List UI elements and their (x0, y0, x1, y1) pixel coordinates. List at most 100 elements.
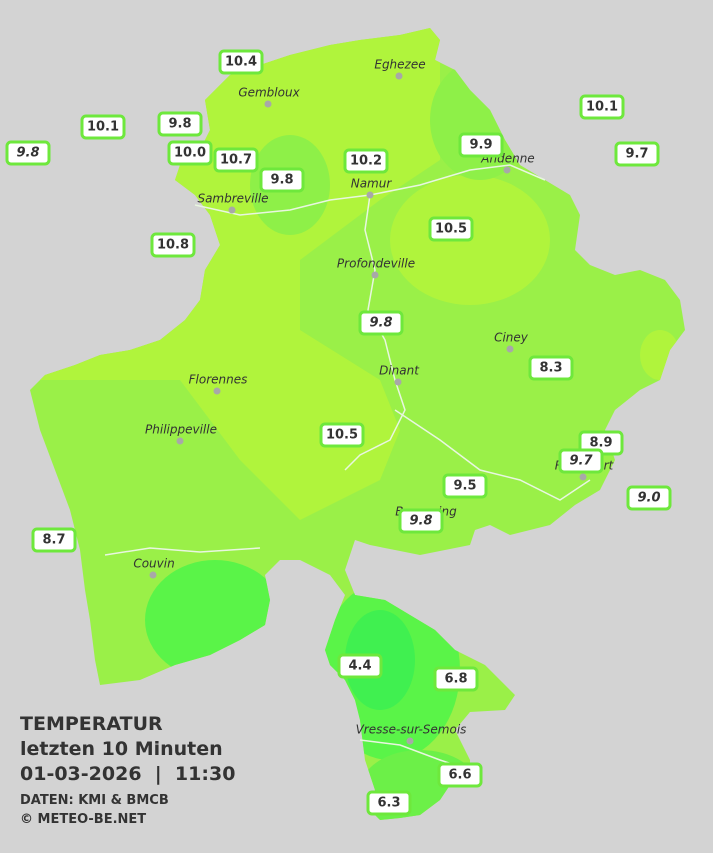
station-box (398, 508, 444, 534)
station-box (626, 485, 672, 511)
city-label: Vresse-sur-Semois (356, 723, 467, 737)
city-label: Profondeville (337, 257, 415, 271)
station-value: 6.6 (448, 768, 471, 783)
station-value: 6.3 (377, 796, 400, 811)
city-label: Sambreville (197, 192, 268, 206)
station: 9.7 (614, 141, 660, 167)
station: 10.1 (80, 114, 126, 140)
station-value: 9.5 (453, 479, 476, 494)
station-box (213, 147, 259, 173)
station: 10.4 (218, 49, 264, 75)
station: 9.8 (398, 508, 444, 534)
city-label: Ciney (494, 331, 529, 345)
station: 6.6 (437, 762, 483, 788)
city-dot (264, 100, 272, 108)
city-dot (176, 437, 184, 445)
station: 8.7 (31, 527, 77, 553)
station-box (319, 422, 365, 448)
city-dot (371, 271, 379, 279)
station: 9.5 (442, 473, 488, 499)
station: 9.8 (259, 167, 305, 193)
station-box (366, 790, 412, 816)
station: 6.3 (366, 790, 412, 816)
station-box (157, 111, 203, 137)
city-label: Philippeville (145, 423, 217, 437)
station-box (458, 132, 504, 158)
legend-datetime: 01-03-2026 | 11:30 (20, 763, 235, 785)
station: 4.4 (337, 653, 383, 679)
station: 10.2 (343, 148, 389, 174)
station: 10.8 (150, 232, 196, 258)
station-value: 9.7 (569, 454, 593, 469)
station-box (218, 49, 264, 75)
station: 8.3 (528, 355, 574, 381)
station-value: 8.3 (539, 361, 562, 376)
station: 10.1 (579, 94, 625, 120)
station-value: 9.8 (16, 146, 39, 161)
station: 9.8 (157, 111, 203, 137)
station-box (437, 762, 483, 788)
city-dot (149, 571, 157, 579)
station-value: 10.1 (586, 100, 618, 115)
city-dot (406, 737, 414, 745)
station-value: 10.0 (174, 146, 206, 161)
station-box (5, 140, 51, 166)
city-label: Dinant (379, 364, 420, 378)
station-box (337, 653, 383, 679)
station: 9.7 (558, 448, 604, 474)
station: 6.8 (433, 666, 479, 692)
station-box (31, 527, 77, 553)
legend-subtitle: letzten 10 Minuten (20, 738, 223, 760)
station-value: 9.8 (168, 117, 191, 132)
legend-copyright: © METEO-BE.NET (20, 812, 146, 827)
station-value: 9.8 (369, 316, 392, 331)
city-dot (394, 378, 402, 386)
station: 9.9 (458, 132, 504, 158)
station-box (150, 232, 196, 258)
station: 10.0 (167, 140, 213, 166)
station-box (442, 473, 488, 499)
station-box (167, 140, 213, 166)
station-box (558, 448, 604, 474)
city-label: Florennes (189, 373, 248, 387)
city-label: Couvin (133, 557, 174, 571)
station: 9.8 (358, 310, 404, 336)
station: 9.8 (5, 140, 51, 166)
station-value: 9.9 (469, 138, 492, 153)
station: 10.7 (213, 147, 259, 173)
station-box (358, 310, 404, 336)
city-dot (213, 387, 221, 395)
station-box (614, 141, 660, 167)
city-label: Namur (351, 177, 393, 191)
station-value: 9.8 (270, 173, 293, 188)
legend-source: DATEN: KMI & BMCB (20, 793, 169, 808)
city-dot (366, 191, 374, 199)
station-box (259, 167, 305, 193)
station-box (579, 94, 625, 120)
station-box (428, 216, 474, 242)
station-value: 9.7 (625, 147, 648, 162)
station-box (343, 148, 389, 174)
city-dot (395, 72, 403, 80)
station-value: 8.7 (42, 533, 65, 548)
city-dot (579, 473, 587, 481)
station: 10.5 (428, 216, 474, 242)
station-value: 10.4 (225, 55, 257, 70)
station-value: 10.1 (87, 120, 119, 135)
city-label: Eghezee (374, 58, 425, 72)
station-value: 10.5 (326, 428, 358, 443)
station-value: 10.5 (435, 222, 467, 237)
station-value: 4.4 (348, 659, 371, 674)
city-dot (228, 206, 236, 214)
stations: 10.4 10.1 10.1 9.8 9.8 9.9 9.7 10.0 10.7 10.2 9.8 1… (5, 49, 672, 816)
station-value: 6.8 (444, 672, 467, 687)
legend-title: TEMPERATUR (20, 713, 163, 735)
station-box (528, 355, 574, 381)
station-value: 10.2 (350, 154, 382, 169)
station-box (433, 666, 479, 692)
station: 10.5 (319, 422, 365, 448)
station-value: 9.0 (637, 491, 660, 506)
station-box (80, 114, 126, 140)
city-label: Gembloux (238, 86, 300, 100)
